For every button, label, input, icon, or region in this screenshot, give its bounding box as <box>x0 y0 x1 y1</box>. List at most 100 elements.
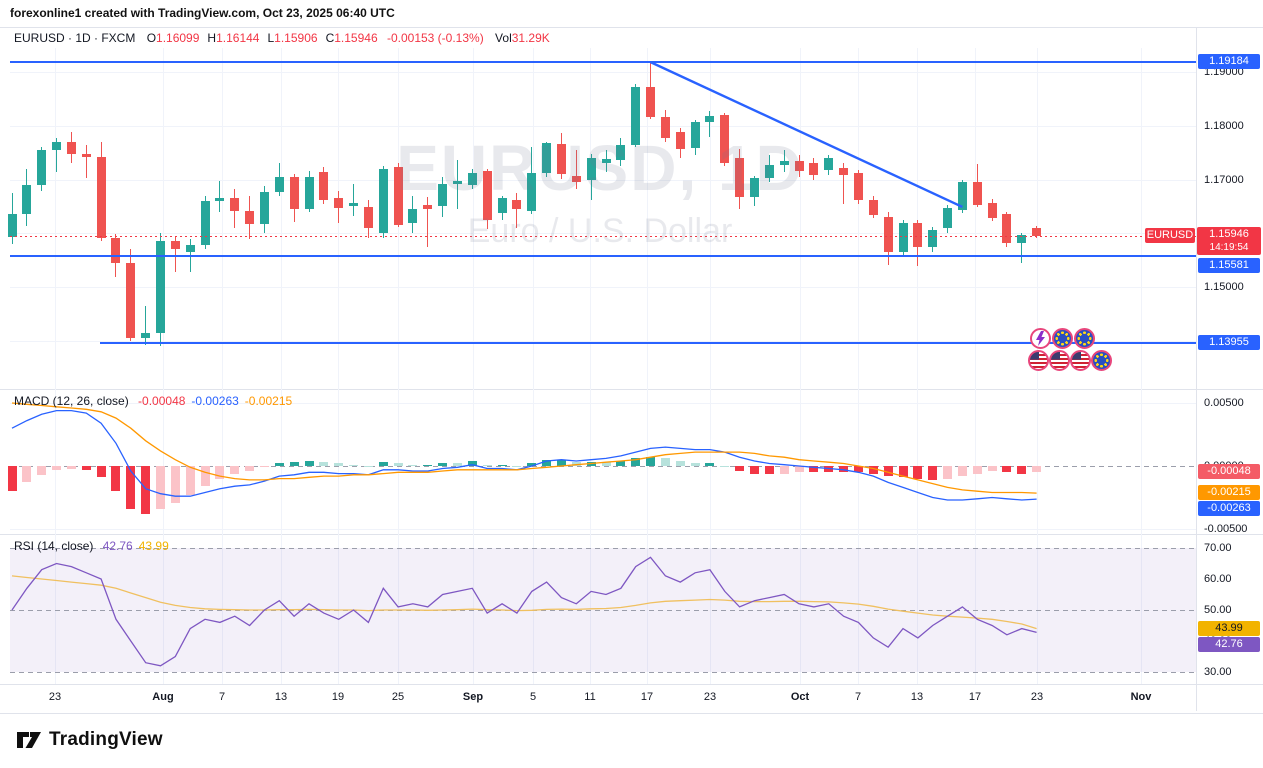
macd-histogram-bar <box>66 466 76 469</box>
candle <box>170 240 180 249</box>
time-axis-label: 7 <box>854 691 862 703</box>
macd-histogram-bar <box>1002 466 1012 473</box>
macd-histogram-bar <box>705 463 715 466</box>
us-flag-sticker[interactable] <box>1070 350 1091 371</box>
macd-histogram-bar <box>438 463 448 466</box>
rsi-tick-label: 70.00 <box>1204 542 1232 554</box>
candle <box>720 115 730 163</box>
candle <box>527 172 537 211</box>
macd-histogram-bar <box>556 459 566 466</box>
level-price-badge: 1.15581 <box>1198 258 1260 274</box>
candle <box>200 201 210 246</box>
pane-separator <box>0 534 1263 535</box>
time-axis-label: 5 <box>529 691 537 703</box>
macd-histogram-bar <box>943 466 953 479</box>
candle <box>675 131 685 150</box>
eu-flag-sticker[interactable] <box>1091 350 1112 371</box>
price-tick-label: 1.17000 <box>1204 173 1244 186</box>
candle <box>453 181 462 184</box>
vertical-gridline <box>975 48 976 684</box>
candle-wick <box>516 192 518 228</box>
macd-legend-value: -0.00263 <box>191 394 239 408</box>
lightning-bolt-sticker[interactable] <box>1030 328 1051 349</box>
vertical-gridline <box>55 48 56 684</box>
candle <box>512 200 522 210</box>
tradingview-logo-text: TradingView <box>49 729 163 750</box>
macd-histogram-bar <box>304 460 314 466</box>
time-axis-label: Nov <box>1130 691 1152 703</box>
candle <box>928 230 938 248</box>
bar-countdown: 14:19:54 <box>1209 242 1249 254</box>
time-axis-label: Oct <box>790 691 810 703</box>
macd-histogram-bar <box>230 466 240 474</box>
change-value: -0.00153 (-0.13%) <box>386 31 484 45</box>
candle-wick <box>427 196 429 247</box>
support-resistance-line[interactable] <box>100 342 1196 344</box>
candle <box>334 198 344 208</box>
macd-histogram-bar <box>527 463 537 466</box>
candle <box>141 332 151 338</box>
main-series-legend[interactable]: EURUSD · 1D · FXCM O1.16099 H1.16144 L1.15… <box>14 31 550 45</box>
candle <box>586 158 596 181</box>
rsi-legend[interactable]: RSI (14, close) 42.76 43.99 <box>14 539 169 553</box>
rsi-value-badge: 42.76 <box>1198 636 1260 652</box>
macd-histogram-bar <box>185 466 195 495</box>
candle <box>868 199 878 215</box>
tradingview-logo-icon <box>17 732 41 748</box>
candle <box>601 159 611 164</box>
candle <box>81 153 91 158</box>
tradingview-logo[interactable]: TradingView <box>16 729 163 751</box>
macd-histogram-bar <box>883 466 893 477</box>
horizontal-gridline <box>10 287 1196 288</box>
candle-wick <box>353 183 355 216</box>
macd-histogram-bar <box>928 466 938 480</box>
macd-histogram-bar <box>779 466 789 474</box>
macd-histogram-bar <box>601 462 611 466</box>
candle <box>913 223 923 248</box>
macd-histogram-bar <box>482 464 492 466</box>
level-price-badge: 1.13955 <box>1198 335 1260 351</box>
ohlc-value: 1.16099 <box>156 31 200 45</box>
macd-legend[interactable]: MACD (12, 26, close) -0.00048 -0.00263 -0.… <box>14 394 292 408</box>
macd-histogram-bar <box>972 466 982 474</box>
eu-flag-sticker[interactable] <box>1052 328 1073 349</box>
symbol-interval-source: EURUSD · 1D · FXCM <box>14 31 136 45</box>
candle-wick <box>174 236 176 272</box>
candle-wick <box>457 160 458 210</box>
time-axis-label: 13 <box>910 691 924 703</box>
candle <box>289 176 299 209</box>
us-flag-sticker[interactable] <box>1028 350 1049 371</box>
horizontal-gridline <box>10 126 1196 127</box>
macd-histogram-bar <box>274 463 284 466</box>
support-resistance-line[interactable] <box>10 255 1196 257</box>
support-resistance-line[interactable] <box>10 61 1196 63</box>
macd-histogram-bar <box>542 459 552 466</box>
macd-value-badge: -0.00263 <box>1198 501 1260 517</box>
candle <box>957 181 967 210</box>
macd-histogram-bar <box>660 458 670 466</box>
candle <box>349 203 359 207</box>
macd-tick-label: -0.00500 <box>1204 523 1248 535</box>
macd-histogram-bar <box>126 466 136 509</box>
time-axis-label: 25 <box>391 691 405 703</box>
macd-histogram-bar <box>750 466 759 474</box>
us-flag-sticker[interactable] <box>1049 350 1070 371</box>
ohlc-key: H <box>207 31 217 45</box>
level-price-badge: 1.19184 <box>1198 54 1260 70</box>
vertical-gridline <box>473 48 474 684</box>
candle <box>319 171 329 200</box>
vertical-gridline <box>338 48 339 684</box>
macd-histogram-bar <box>349 464 359 466</box>
macd-values: -0.00048 -0.00263 -0.00215 <box>132 394 292 408</box>
horizontal-gridline <box>10 72 1196 73</box>
chart-frame[interactable] <box>0 27 1263 714</box>
macd-histogram-bar <box>334 463 344 466</box>
time-axis-label: 19 <box>331 691 345 703</box>
candle <box>363 206 373 228</box>
time-axis-label: Sep <box>462 691 484 703</box>
eu-flag-sticker[interactable] <box>1074 328 1095 349</box>
macd-histogram-bar <box>423 464 433 466</box>
rsi-values: 42.76 43.99 <box>97 539 169 553</box>
rsi-guide-line <box>10 548 1196 549</box>
